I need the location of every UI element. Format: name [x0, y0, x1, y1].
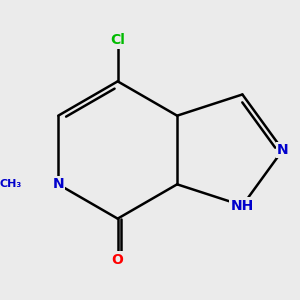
Text: O: O [112, 253, 124, 267]
Text: CH₃: CH₃ [0, 179, 21, 189]
Text: N: N [52, 177, 64, 191]
Text: NH: NH [231, 199, 254, 212]
Text: Cl: Cl [110, 33, 125, 47]
Text: N: N [277, 143, 289, 157]
